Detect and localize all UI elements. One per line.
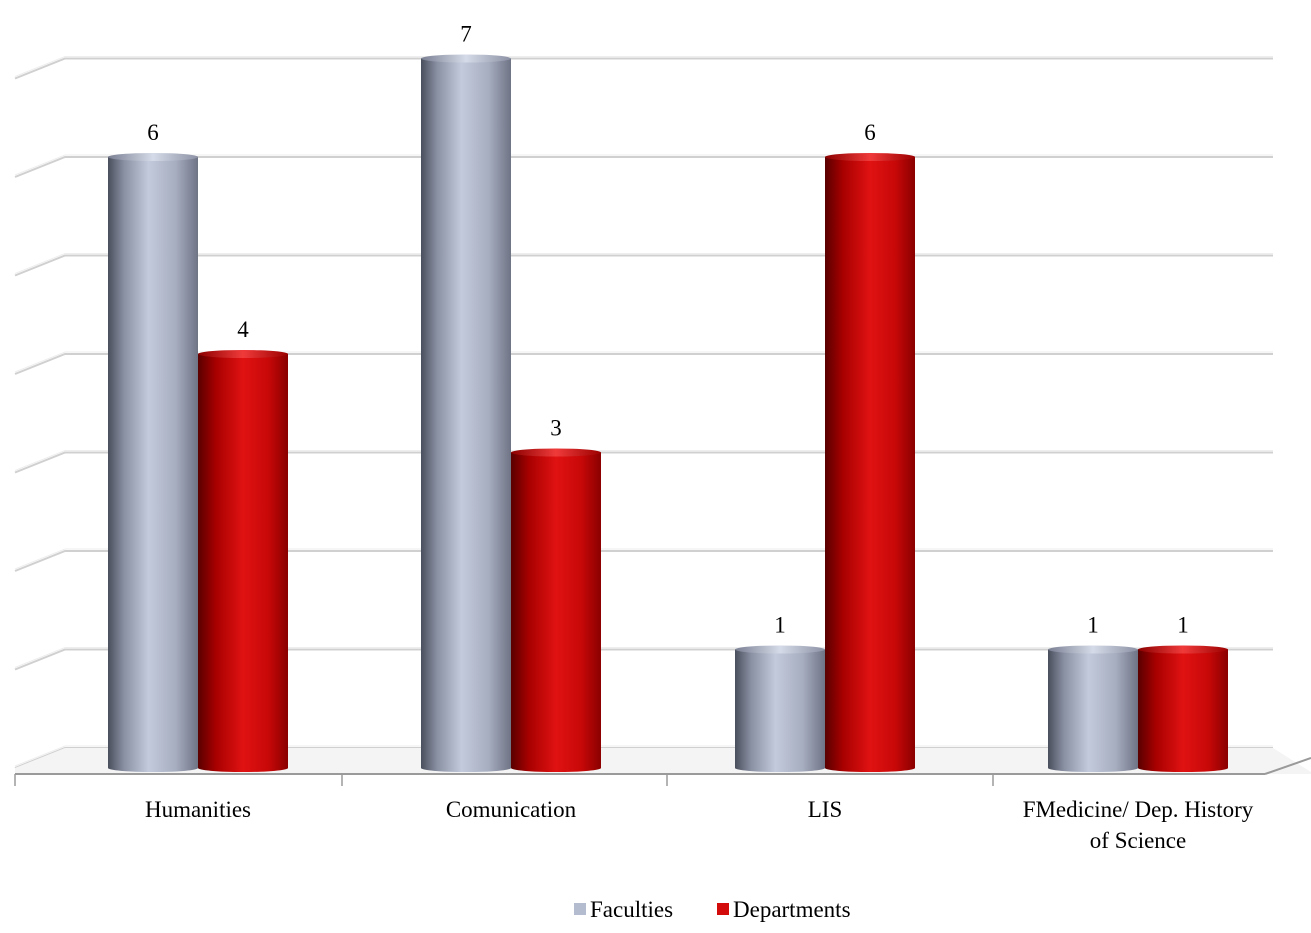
data-label: 1 <box>774 613 786 638</box>
data-label: 6 <box>147 120 159 145</box>
data-label: 1 <box>1087 613 1099 638</box>
bar-departments <box>825 153 915 772</box>
legend: Faculties Departments <box>574 897 851 922</box>
data-label: 4 <box>237 317 249 342</box>
data-label: 6 <box>864 120 876 145</box>
legend-label: Departments <box>733 897 851 922</box>
bar-departments <box>1138 645 1228 772</box>
bar-faculties <box>421 54 511 772</box>
legend-item-departments: Departments <box>717 897 851 922</box>
category-label: Comunication <box>446 797 577 822</box>
bar-faculties <box>735 645 825 772</box>
legend-swatch <box>574 903 586 915</box>
gridline <box>14 56 1273 80</box>
bars <box>108 54 1228 772</box>
data-label: 3 <box>550 416 562 441</box>
bar-departments <box>198 350 288 772</box>
x-axis <box>14 748 1311 786</box>
data-labels: 6 7 1 1 4 3 6 1 <box>147 22 1189 638</box>
data-label: 1 <box>1177 613 1189 638</box>
category-label: LIS <box>808 797 843 822</box>
gridline <box>14 253 1273 277</box>
gridline <box>14 154 1273 178</box>
data-label: 7 <box>460 22 472 47</box>
x-axis-edge <box>1264 757 1311 775</box>
category-label: Humanities <box>145 797 251 822</box>
category-label: FMedicine/ Dep. History of Science <box>1023 797 1254 853</box>
legend-swatch <box>717 903 729 915</box>
category-labels: Humanities Comunication LIS FMedicine/ Dep.… <box>145 797 1254 853</box>
bar-faculties <box>1048 645 1138 772</box>
bar-departments <box>511 448 601 772</box>
bar-faculties <box>108 153 198 772</box>
floor <box>15 748 1311 774</box>
legend-item-faculties: Faculties <box>574 897 673 922</box>
legend-label: Faculties <box>590 897 673 922</box>
